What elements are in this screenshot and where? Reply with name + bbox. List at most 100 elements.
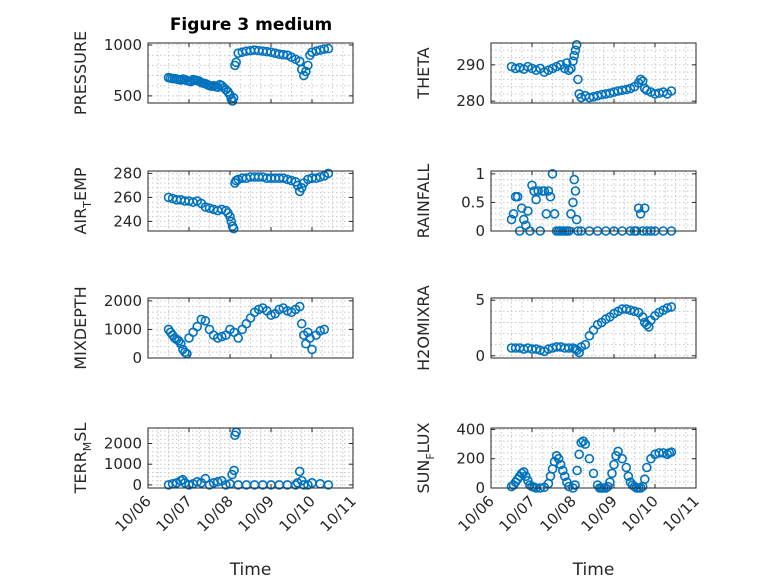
data-point bbox=[559, 471, 570, 482]
x-axis-label: Time bbox=[229, 560, 272, 580]
data-point bbox=[639, 474, 650, 485]
data-point bbox=[523, 206, 533, 216]
axes-frame bbox=[147, 297, 354, 359]
y-tick-label: 2000 bbox=[104, 292, 142, 310]
data-point bbox=[518, 214, 529, 225]
axes-frame bbox=[490, 427, 697, 489]
data-point bbox=[568, 56, 578, 66]
data-point bbox=[323, 480, 334, 490]
subplot-mixdepth: 0 1000 2000 MIXDEPTH bbox=[71, 286, 354, 370]
x-tick-label: 10/07 bbox=[153, 492, 196, 535]
data-point bbox=[315, 172, 326, 182]
data-point bbox=[228, 223, 239, 234]
data-point bbox=[180, 347, 190, 358]
data-point bbox=[212, 476, 223, 487]
data-point bbox=[580, 339, 591, 350]
data-point bbox=[303, 60, 313, 71]
data-point bbox=[543, 186, 554, 196]
data-point bbox=[233, 333, 243, 343]
y-tick-label: 280 bbox=[456, 92, 485, 110]
y-tick-label: 1000 bbox=[104, 36, 142, 54]
data-point bbox=[296, 318, 307, 329]
scatter-series bbox=[163, 168, 334, 234]
data-point bbox=[225, 211, 235, 222]
y-tick-label: 200 bbox=[456, 450, 485, 468]
data-point bbox=[570, 45, 581, 56]
data-point bbox=[637, 312, 648, 322]
data-point bbox=[508, 209, 519, 219]
data-point bbox=[621, 84, 632, 95]
y-tick-label: 1 bbox=[475, 165, 485, 183]
data-point bbox=[217, 331, 227, 342]
data-point bbox=[531, 194, 541, 205]
data-point bbox=[323, 43, 334, 54]
y-axis-label: THETA bbox=[414, 47, 433, 99]
data-point bbox=[231, 57, 241, 68]
data-point bbox=[278, 49, 289, 60]
y-tick-label: 260 bbox=[113, 188, 142, 206]
y-tick-label: 0 bbox=[475, 222, 485, 240]
scatter-series bbox=[163, 427, 334, 490]
y-tick-label: 5 bbox=[475, 291, 485, 309]
data-point bbox=[629, 306, 640, 317]
figure-title: Figure 3 medium bbox=[170, 15, 332, 35]
y-tick-label: 290 bbox=[456, 56, 485, 74]
data-point bbox=[562, 477, 572, 487]
data-point bbox=[294, 301, 305, 312]
y-axis-label: TERRMSL bbox=[71, 423, 94, 495]
y-axis-label: H2OMIXRA bbox=[414, 285, 433, 371]
axes-frame bbox=[490, 42, 697, 104]
data-point bbox=[196, 314, 207, 325]
x-tick-label: 10/07 bbox=[496, 492, 539, 535]
scatter-series bbox=[163, 301, 330, 359]
x-tick-label: 10/09 bbox=[578, 492, 621, 535]
data-point bbox=[506, 214, 517, 225]
data-point bbox=[307, 344, 317, 355]
y-tick-label: 400 bbox=[456, 420, 485, 438]
x-tick-label: 10/08 bbox=[537, 492, 580, 535]
data-point bbox=[617, 453, 628, 464]
y-axis-label: PRESSURE bbox=[71, 31, 90, 115]
data-point bbox=[609, 459, 619, 470]
subplot-h2omixra: 0 5 H2OMIXRA bbox=[414, 285, 697, 371]
data-point bbox=[607, 468, 617, 479]
data-point bbox=[623, 471, 634, 482]
data-point bbox=[566, 209, 576, 219]
data-point bbox=[570, 480, 580, 490]
axes-frame bbox=[147, 170, 354, 232]
data-point bbox=[568, 197, 578, 208]
y-tick-label: 0.5 bbox=[461, 193, 485, 211]
data-point bbox=[228, 93, 239, 103]
data-point bbox=[200, 316, 211, 326]
data-point bbox=[666, 447, 677, 457]
x-tick-label: 10/11 bbox=[317, 492, 360, 535]
data-point bbox=[553, 453, 564, 464]
data-point bbox=[527, 180, 537, 191]
data-point bbox=[212, 333, 223, 343]
data-point bbox=[176, 338, 186, 349]
x-axis-label: Time bbox=[572, 560, 615, 580]
y-tick-label: 0 bbox=[132, 476, 142, 494]
data-point bbox=[571, 214, 582, 225]
data-point bbox=[635, 74, 646, 85]
data-point bbox=[229, 465, 239, 476]
data-point bbox=[662, 303, 673, 313]
axes-frame bbox=[147, 427, 354, 489]
data-point bbox=[584, 453, 595, 464]
axes-frame bbox=[147, 42, 354, 104]
x-tick-label: 10/06 bbox=[455, 492, 498, 535]
y-tick-label: 0 bbox=[475, 479, 485, 497]
y-tick-label: 1000 bbox=[104, 320, 142, 338]
data-point bbox=[564, 65, 574, 76]
x-tick-label: 10/06 bbox=[112, 492, 155, 535]
data-point bbox=[564, 481, 574, 492]
y-tick-label: 280 bbox=[113, 164, 142, 182]
data-point bbox=[163, 192, 174, 203]
data-point bbox=[569, 50, 580, 61]
subplot-theta: 280 290 THETA bbox=[414, 40, 697, 110]
axes-frame bbox=[490, 170, 697, 232]
data-point bbox=[644, 322, 654, 332]
data-point bbox=[282, 174, 293, 185]
